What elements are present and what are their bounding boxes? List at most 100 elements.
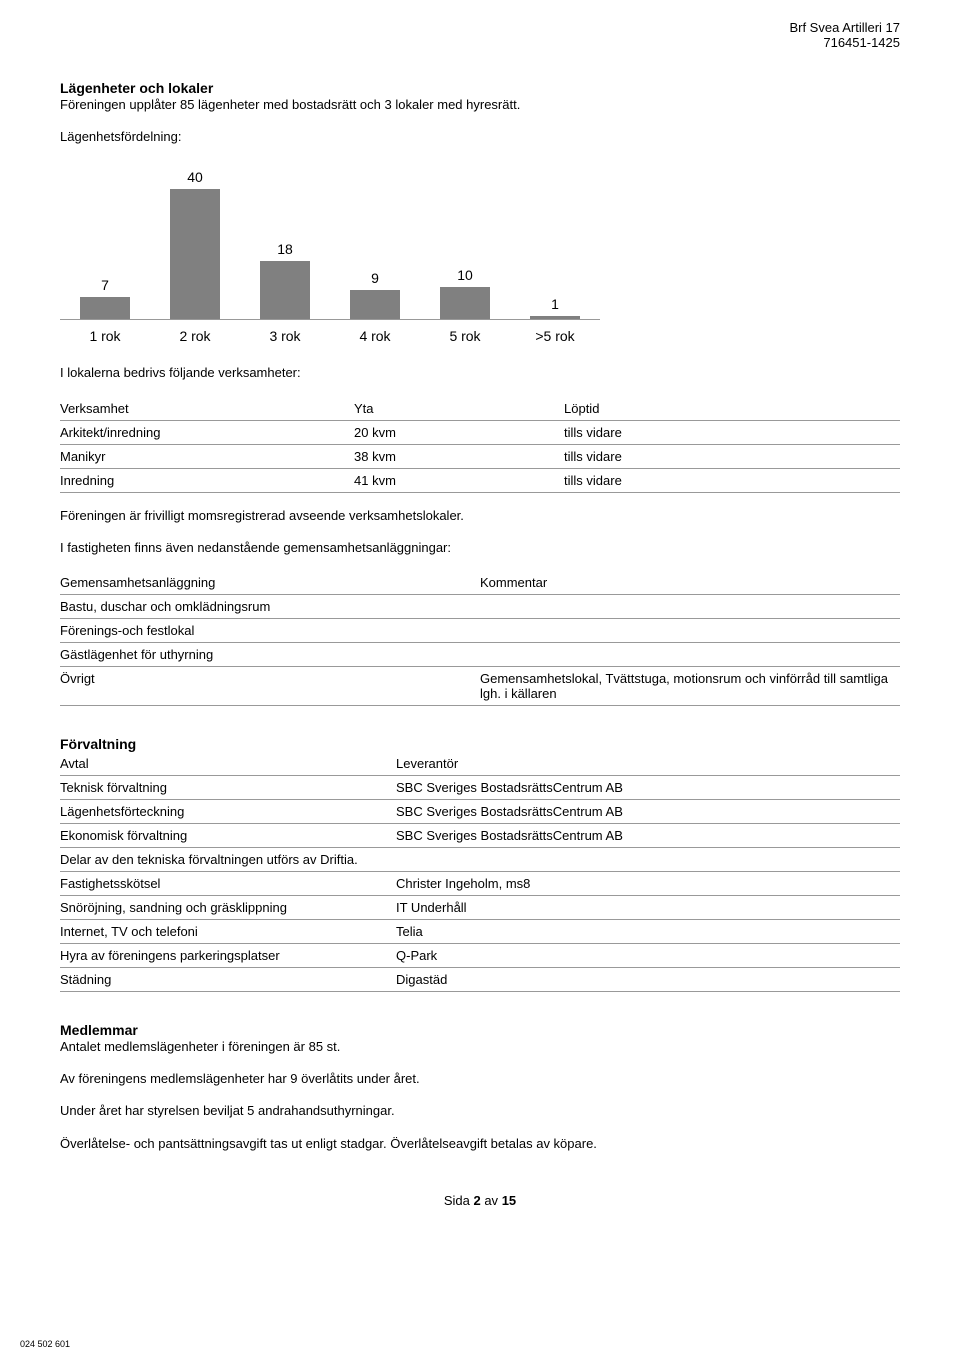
table-cell: Ekonomisk förvaltning	[60, 823, 396, 847]
table-row: Snöröjning, sandning och gräsklippningIT…	[60, 895, 900, 919]
medlemmar-p4: Överlåtelse- och pantsättningsavgift tas…	[60, 1135, 900, 1153]
x-category-label: 5 rok	[420, 328, 510, 344]
table-cell: Lägenhetsförteckning	[60, 799, 396, 823]
bar-value-label: 1	[551, 296, 559, 312]
bar	[80, 297, 130, 320]
verksamheter-table: VerksamhetYtaLöptid Arkitekt/inredning20…	[60, 397, 900, 493]
table-cell: Förenings-och festlokal	[60, 618, 480, 642]
org-name: Brf Svea Artilleri 17	[60, 20, 900, 35]
page-footer: Sida 2 av 15	[60, 1193, 900, 1208]
chart-x-axis: 1 rok2 rok3 rok4 rok5 rok>5 rok	[60, 328, 600, 344]
x-category-label: >5 rok	[510, 328, 600, 344]
table-row: Arkitekt/inredning20 kvmtills vidare	[60, 420, 900, 444]
bar	[170, 189, 220, 319]
table-header-cell: Avtal	[60, 752, 396, 776]
table-cell	[480, 642, 900, 666]
table-cell: Inredning	[60, 468, 354, 492]
table-cell: tills vidare	[564, 444, 900, 468]
table-cell: Fastighetsskötsel	[60, 871, 396, 895]
table-cell: Christer Ingeholm, ms8	[396, 871, 900, 895]
bar-value-label: 18	[277, 241, 293, 257]
table-cell: SBC Sveriges BostadsrättsCentrum AB	[396, 823, 900, 847]
bar-group: 10	[420, 160, 510, 319]
verksamheter-intro: I lokalerna bedrivs följande verksamhete…	[60, 364, 900, 382]
page-current: 2	[473, 1193, 480, 1208]
table-header-cell: Löptid	[564, 397, 900, 421]
x-category-label: 3 rok	[240, 328, 330, 344]
table-cell: Gemensamhetslokal, Tvättstuga, motionsru…	[480, 666, 900, 705]
table-cell: Manikyr	[60, 444, 354, 468]
table-cell: 38 kvm	[354, 444, 564, 468]
table-cell: Övrigt	[60, 666, 480, 705]
table-cell: Telia	[396, 919, 900, 943]
table-row: Bastu, duschar och omklädningsrum	[60, 594, 900, 618]
table-header-cell: Kommentar	[480, 571, 900, 595]
table-row: Hyra av föreningens parkeringsplatserQ-P…	[60, 943, 900, 967]
table-row: StädningDigastäd	[60, 967, 900, 991]
apartment-distribution-chart: 7 40 18 9 10 1 1 rok2 rok3 rok4 rok5 rok>5 ro…	[60, 160, 600, 344]
table-cell: tills vidare	[564, 468, 900, 492]
chart-plot-area: 7 40 18 9 10 1	[60, 160, 600, 320]
table-row: Teknisk förvaltningSBC Sveriges Bostadsr…	[60, 775, 900, 799]
table-cell: Delar av den tekniska förvaltningen utfö…	[60, 847, 396, 871]
bar-group: 1	[510, 160, 600, 319]
section-apartments-title: Lägenheter och lokaler	[60, 80, 900, 96]
bar	[440, 287, 490, 320]
table-row: Ekonomisk förvaltningSBC Sveriges Bostad…	[60, 823, 900, 847]
page-prefix: Sida	[444, 1193, 474, 1208]
table-cell: Snöröjning, sandning och gräsklippning	[60, 895, 396, 919]
bar-group: 40	[150, 160, 240, 319]
table-cell: Gästlägenhet för uthyrning	[60, 642, 480, 666]
table-cell: SBC Sveriges BostadsrättsCentrum AB	[396, 775, 900, 799]
table-cell: Städning	[60, 967, 396, 991]
table-cell: Digastäd	[396, 967, 900, 991]
table-cell	[396, 847, 900, 871]
table-cell: Bastu, duschar och omklädningsrum	[60, 594, 480, 618]
table-cell: Hyra av föreningens parkeringsplatser	[60, 943, 396, 967]
bar	[530, 316, 580, 319]
page-total: 15	[502, 1193, 516, 1208]
doc-id: 024 502 601	[20, 1339, 70, 1349]
table-cell: Teknisk förvaltning	[60, 775, 396, 799]
bar-value-label: 40	[187, 169, 203, 185]
distribution-label: Lägenhetsfördelning:	[60, 128, 900, 146]
bar	[260, 261, 310, 320]
table-header-cell: Gemensamhetsanläggning	[60, 571, 480, 595]
table-cell	[480, 618, 900, 642]
table-cell: SBC Sveriges BostadsrättsCentrum AB	[396, 799, 900, 823]
org-number: 716451-1425	[60, 35, 900, 50]
gemensam-table: GemensamhetsanläggningKommentar Bastu, d…	[60, 571, 900, 706]
table-cell	[480, 594, 900, 618]
bar-value-label: 10	[457, 267, 473, 283]
table-cell: IT Underhåll	[396, 895, 900, 919]
section-apartments-intro: Föreningen upplåter 85 lägenheter med bo…	[60, 96, 900, 114]
bar-group: 7	[60, 160, 150, 319]
table-row: Förenings-och festlokal	[60, 618, 900, 642]
x-category-label: 2 rok	[150, 328, 240, 344]
table-row: Internet, TV och telefoniTelia	[60, 919, 900, 943]
table-row: Manikyr38 kvmtills vidare	[60, 444, 900, 468]
table-row: Gästlägenhet för uthyrning	[60, 642, 900, 666]
medlemmar-p1: Antalet medlemslägenheter i föreningen ä…	[60, 1038, 900, 1056]
table-header-cell: Leverantör	[396, 752, 900, 776]
table-row: FastighetsskötselChrister Ingeholm, ms8	[60, 871, 900, 895]
table-cell: 20 kvm	[354, 420, 564, 444]
bar-value-label: 9	[371, 270, 379, 286]
table-cell: Internet, TV och telefoni	[60, 919, 396, 943]
bar	[350, 290, 400, 319]
gemensam-intro: I fastigheten finns även nedanstående ge…	[60, 539, 900, 557]
table-row: Inredning41 kvmtills vidare	[60, 468, 900, 492]
x-category-label: 4 rok	[330, 328, 420, 344]
table-cell: Arkitekt/inredning	[60, 420, 354, 444]
table-row: ÖvrigtGemensamhetslokal, Tvättstuga, mot…	[60, 666, 900, 705]
medlemmar-title: Medlemmar	[60, 1022, 900, 1038]
document-header: Brf Svea Artilleri 17 716451-1425	[60, 20, 900, 50]
table-header-cell: Yta	[354, 397, 564, 421]
x-category-label: 1 rok	[60, 328, 150, 344]
forvaltning-title: Förvaltning	[60, 736, 900, 752]
table-row: LägenhetsförteckningSBC Sveriges Bostads…	[60, 799, 900, 823]
forvaltning-table: AvtalLeverantör Teknisk förvaltningSBC S…	[60, 752, 900, 992]
table-row: Delar av den tekniska förvaltningen utfö…	[60, 847, 900, 871]
bar-group: 9	[330, 160, 420, 319]
table-cell: Q-Park	[396, 943, 900, 967]
